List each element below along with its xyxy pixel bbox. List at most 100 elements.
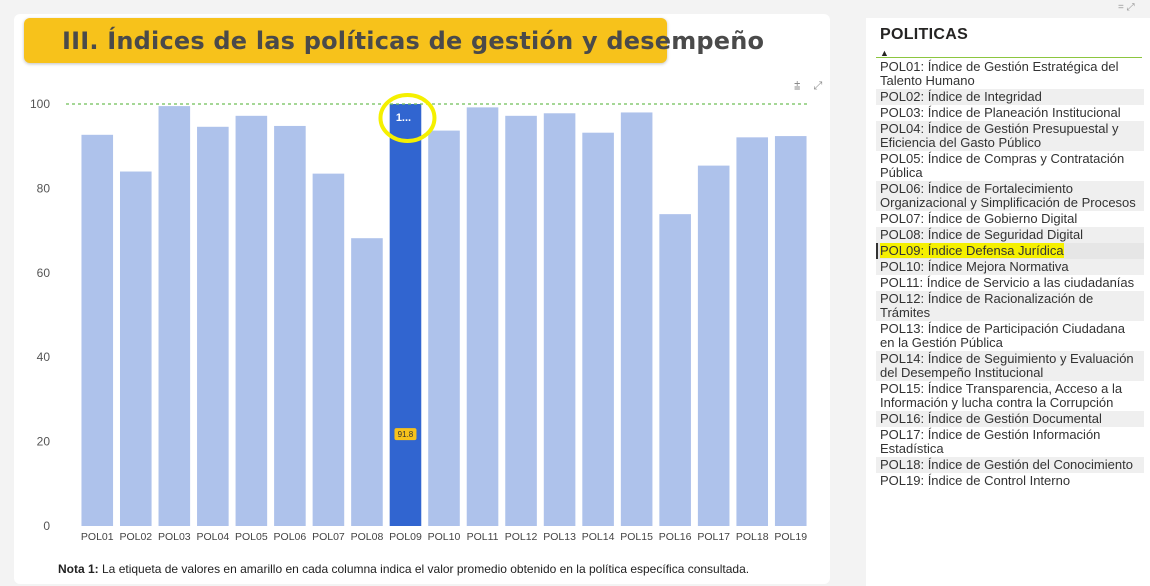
x-tick-label: POL19 bbox=[774, 531, 807, 543]
x-tick-label: POL06 bbox=[274, 531, 307, 543]
bar[interactable] bbox=[351, 238, 383, 527]
policy-list-item[interactable]: POL16: Índice de Gestión Documental bbox=[876, 411, 1144, 427]
policy-item-label: POL13: Índice de Participación Ciudadana… bbox=[880, 321, 1125, 350]
slicer-title: POLITICAS bbox=[880, 26, 969, 43]
bar[interactable] bbox=[543, 113, 576, 526]
x-tick-label: POL14 bbox=[582, 531, 615, 543]
bar[interactable] bbox=[389, 104, 422, 526]
policy-item-label: POL03: Índice de Planeación Instituciona… bbox=[880, 105, 1121, 120]
policy-list-item[interactable]: POL02: Índice de Integridad bbox=[876, 89, 1144, 105]
bar[interactable] bbox=[505, 115, 537, 526]
bar[interactable] bbox=[274, 125, 306, 526]
y-tick-label: 60 bbox=[37, 266, 51, 280]
policy-item-label: POL18: Índice de Gestión del Conocimient… bbox=[880, 457, 1133, 472]
x-tick-label: POL15 bbox=[620, 531, 653, 543]
policy-item-label: POL17: Índice de Gestión Información Est… bbox=[880, 427, 1101, 456]
x-tick-label: POL12 bbox=[505, 531, 538, 543]
policy-list-item[interactable]: POL06: Índice de Fortalecimiento Organiz… bbox=[876, 181, 1144, 211]
bar[interactable] bbox=[736, 137, 769, 526]
chart-toolbar: ⩲ ⤢ bbox=[784, 80, 822, 93]
policy-item-label: POL10: Índice Mejora Normativa bbox=[880, 259, 1069, 274]
focus-mode-icon[interactable]: ⤢ bbox=[813, 80, 823, 92]
policy-item-label: POL19: Índice de Control Interno bbox=[880, 473, 1071, 488]
x-tick-label: POL18 bbox=[736, 531, 769, 543]
bar[interactable] bbox=[158, 106, 191, 527]
policy-item-label: POL11: Índice de Servicio a las ciudadan… bbox=[880, 275, 1135, 290]
bar-chart: 0 20 40 60 80 100 POL01 POL02 POL03 POL04 POL05 POL… bbox=[30, 93, 810, 543]
policy-list-item[interactable]: POL19: Índice de Control Interno bbox=[876, 473, 1144, 489]
bar[interactable] bbox=[620, 112, 653, 526]
bar[interactable] bbox=[774, 136, 807, 526]
y-tick-label: 0 bbox=[43, 519, 50, 533]
policy-item-label: POL02: Índice de Integridad bbox=[880, 89, 1042, 104]
policy-list-item[interactable]: POL11: Índice de Servicio a las ciudadan… bbox=[876, 275, 1144, 291]
policy-item-label: POL12: Índice de Racionalización de Trám… bbox=[880, 291, 1094, 320]
note-label: Nota 1: bbox=[58, 562, 99, 576]
policy-item-label: POL16: Índice de Gestión Documental bbox=[880, 411, 1102, 426]
policy-list-item[interactable]: POL13: Índice de Participación Ciudadana… bbox=[876, 321, 1144, 351]
x-tick-label: POL02 bbox=[119, 531, 152, 543]
policy-item-label: POL08: Índice de Seguridad Digital bbox=[880, 227, 1084, 242]
y-tick-label: 80 bbox=[37, 181, 51, 195]
policy-list-item[interactable]: POL18: Índice de Gestión del Conocimient… bbox=[876, 457, 1144, 473]
x-tick-label: POL08 bbox=[351, 531, 384, 543]
x-tick-label: POL07 bbox=[312, 531, 345, 543]
policy-item-label: POL06: Índice de Fortalecimiento Organiz… bbox=[880, 181, 1136, 210]
x-tick-label: POL05 bbox=[235, 531, 268, 543]
policy-item-label: POL04: Índice de Gestión Presupuestal y … bbox=[880, 121, 1119, 150]
page-title: III. Índices de las políticas de gestión… bbox=[62, 27, 765, 55]
bar[interactable] bbox=[466, 107, 499, 526]
y-tick-label: 100 bbox=[30, 97, 50, 111]
sort-arrow-icon[interactable]: ▲ bbox=[880, 48, 889, 58]
policy-list-item[interactable]: POL01: Índice de Gestión Estratégica del… bbox=[876, 59, 1144, 89]
bar[interactable] bbox=[119, 171, 152, 526]
slicer-divider bbox=[876, 57, 1142, 58]
policy-list-item[interactable]: POL07: Índice de Gobierno Digital bbox=[876, 211, 1144, 227]
bar[interactable] bbox=[697, 165, 730, 526]
policy-list-item[interactable]: POL04: Índice de Gestión Presupuestal y … bbox=[876, 121, 1144, 151]
average-badge-label: 91.8 bbox=[398, 430, 414, 439]
bar[interactable] bbox=[197, 126, 229, 527]
filter-icon[interactable]: ⩲ bbox=[794, 80, 801, 92]
x-tick-label: POL03 bbox=[158, 531, 191, 543]
bar[interactable] bbox=[582, 132, 614, 527]
policy-item-label: POL15: Índice Transparencia, Acceso a la… bbox=[880, 381, 1123, 410]
bar[interactable] bbox=[428, 130, 460, 526]
policy-list-item[interactable]: POL03: Índice de Planeación Instituciona… bbox=[876, 105, 1144, 121]
policy-list-item[interactable]: POL05: Índice de Compras y Contratación … bbox=[876, 151, 1144, 181]
policy-item-label: POL05: Índice de Compras y Contratación … bbox=[880, 151, 1125, 180]
x-tick-label: POL01 bbox=[81, 531, 114, 543]
policy-list: POL01: Índice de Gestión Estratégica del… bbox=[876, 59, 1144, 489]
policy-list-item[interactable]: POL12: Índice de Racionalización de Trám… bbox=[876, 291, 1144, 321]
y-tick-label: 20 bbox=[37, 435, 51, 449]
policy-list-item[interactable]: POL10: Índice Mejora Normativa bbox=[876, 259, 1144, 275]
policy-list-item[interactable]: POL14: Índice de Seguimiento y Evaluació… bbox=[876, 351, 1144, 381]
chart-note: Nota 1: La etiqueta de valores en amaril… bbox=[58, 562, 749, 576]
note-text: La etiqueta de valores en amarillo en ca… bbox=[98, 562, 750, 576]
bar[interactable] bbox=[659, 214, 691, 526]
policy-list-item[interactable]: POL15: Índice Transparencia, Acceso a la… bbox=[876, 381, 1144, 411]
policy-list-item[interactable]: POL17: Índice de Gestión Información Est… bbox=[876, 427, 1144, 457]
x-tick-label: POL17 bbox=[697, 531, 730, 543]
policy-item-label: POL14: Índice de Seguimiento y Evaluació… bbox=[880, 351, 1134, 380]
policy-item-label: POL07: Índice de Gobierno Digital bbox=[880, 211, 1078, 226]
policy-list-item[interactable]: POL08: Índice de Seguridad Digital bbox=[876, 227, 1144, 243]
policy-list-item[interactable]: POL09: Índice Defensa Jurídica bbox=[876, 243, 1144, 259]
bar[interactable] bbox=[81, 134, 114, 526]
x-tick-label: POL10 bbox=[428, 531, 461, 543]
bar[interactable] bbox=[235, 115, 268, 526]
section-title-banner: III. Índices de las políticas de gestión… bbox=[24, 18, 764, 63]
x-tick-label: POL09 bbox=[389, 531, 422, 543]
highlight-circle bbox=[378, 93, 437, 143]
policy-item-label: POL01: Índice de Gestión Estratégica del… bbox=[880, 59, 1119, 88]
bar-data-label: 1... bbox=[396, 112, 411, 124]
x-tick-label: POL16 bbox=[659, 531, 692, 543]
policy-item-label: POL09: Índice Defensa Jurídica bbox=[880, 243, 1064, 258]
visual-header-icons[interactable]: = ⤢ bbox=[1118, 2, 1135, 13]
x-tick-label: POL04 bbox=[196, 531, 229, 543]
bar[interactable] bbox=[312, 173, 345, 526]
average-badge bbox=[394, 428, 417, 441]
y-tick-label: 40 bbox=[37, 350, 51, 364]
x-tick-label: POL13 bbox=[543, 531, 576, 543]
x-tick-label: POL11 bbox=[467, 531, 499, 543]
